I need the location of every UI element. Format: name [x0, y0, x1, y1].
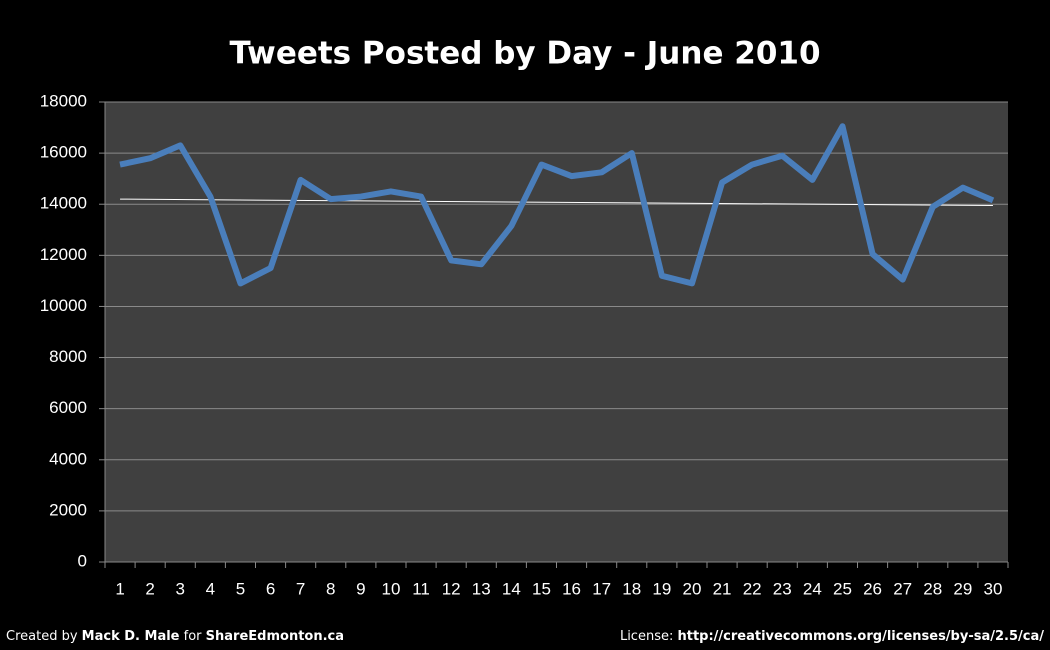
x-tick-label: 27: [893, 579, 912, 598]
x-tick-label: 22: [743, 579, 762, 598]
x-tick-label: 24: [803, 579, 822, 598]
x-tick-label: 12: [442, 579, 461, 598]
y-tick-label: 18000: [40, 91, 87, 110]
x-tick-label: 5: [236, 579, 245, 598]
x-tick-label: 4: [206, 579, 215, 598]
x-tick-label: 21: [713, 579, 732, 598]
x-tick-label: 15: [532, 579, 551, 598]
y-tick-label: 12000: [40, 245, 87, 264]
x-tick-label: 3: [176, 579, 185, 598]
x-tick-label: 14: [502, 579, 521, 598]
x-tick-label: 23: [773, 579, 792, 598]
x-tick-label: 29: [953, 579, 972, 598]
x-tick-label: 11: [412, 579, 430, 598]
credit-site: ShareEdmonton.ca: [206, 629, 344, 644]
credit-author: Mack D. Male: [82, 629, 180, 644]
x-tick-label: 30: [983, 579, 1002, 598]
x-tick-label: 17: [592, 579, 611, 598]
y-tick-label: 16000: [40, 143, 87, 162]
x-tick-label: 18: [622, 579, 641, 598]
y-tick-label: 8000: [49, 347, 87, 366]
y-tick-label: 2000: [49, 500, 87, 519]
y-tick-label: 14000: [40, 194, 87, 213]
license-url: http://creativecommons.org/licenses/by-s…: [677, 629, 1044, 644]
x-tick-label: 8: [326, 579, 335, 598]
y-tick-label: 6000: [49, 398, 87, 417]
x-tick-label: 20: [682, 579, 701, 598]
x-tick-label: 2: [145, 579, 154, 598]
series-line: [119, 123, 995, 287]
x-tick-label: 19: [652, 579, 671, 598]
x-tick-label: 25: [833, 579, 852, 598]
trendline: [120, 198, 993, 206]
chart-title: Tweets Posted by Day - June 2010: [229, 36, 820, 72]
credit-prefix: Created by: [6, 629, 78, 644]
credit-middle: for: [184, 629, 203, 644]
x-tick-label: 7: [296, 579, 305, 598]
license-label: License:: [620, 629, 673, 644]
y-tick-label: 0: [78, 551, 87, 570]
license: License: http://creativecommons.org/lice…: [620, 629, 1044, 644]
y-tick-label: 4000: [49, 449, 87, 468]
credit: Created by Mack D. Male for ShareEdmonto…: [6, 629, 344, 644]
x-tick-label: 16: [562, 579, 581, 598]
x-tick-label: 1: [115, 579, 124, 598]
x-tick-label: 9: [356, 579, 365, 598]
x-tick-label: 10: [381, 579, 400, 598]
x-tick-label: 6: [266, 579, 275, 598]
x-tick-label: 26: [863, 579, 882, 598]
x-tick-label: 28: [923, 579, 942, 598]
y-tick-label: 10000: [40, 296, 87, 315]
x-tick-label: 13: [472, 579, 491, 598]
